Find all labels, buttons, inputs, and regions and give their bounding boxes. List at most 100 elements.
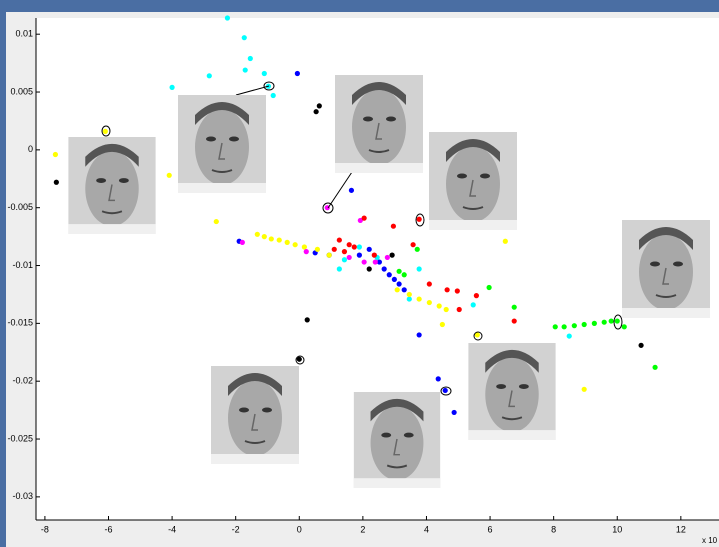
- x-tick-label: -4: [168, 524, 176, 534]
- data-point: [512, 318, 517, 323]
- data-point: [440, 322, 445, 327]
- figure-window: x 10 0.010.0050-0.005-0.01-0.015-0.02-0.…: [0, 0, 719, 547]
- data-point: [437, 303, 442, 308]
- x-tick-label: 8: [551, 524, 556, 534]
- x-tick-label: 2: [360, 524, 365, 534]
- data-point: [302, 244, 307, 249]
- data-point: [567, 333, 572, 338]
- data-point: [392, 277, 397, 282]
- data-point: [337, 237, 342, 242]
- data-point: [269, 236, 274, 241]
- data-point: [342, 257, 347, 262]
- data-point: [271, 93, 276, 98]
- data-point: [417, 217, 422, 222]
- data-point: [277, 237, 282, 242]
- x-tick-label: -6: [104, 524, 112, 534]
- data-point: [357, 244, 362, 249]
- data-point: [417, 296, 422, 301]
- data-point: [255, 232, 260, 237]
- data-point: [295, 71, 300, 76]
- data-point: [103, 129, 108, 134]
- window-frame-top: [0, 0, 719, 12]
- data-point: [474, 293, 479, 298]
- data-point: [444, 307, 449, 312]
- data-point: [415, 247, 420, 252]
- x-tick-label: 0: [297, 524, 302, 534]
- data-point: [207, 73, 212, 78]
- data-point: [572, 323, 577, 328]
- data-point: [225, 15, 230, 20]
- data-point: [342, 249, 347, 254]
- data-point: [262, 71, 267, 76]
- data-point: [407, 296, 412, 301]
- y-tick-label: -0.005: [7, 202, 33, 212]
- data-point: [390, 253, 395, 258]
- data-point: [609, 318, 614, 323]
- data-point: [385, 255, 390, 260]
- x-tick-label: 12: [676, 524, 686, 534]
- data-point: [582, 387, 587, 392]
- data-point: [314, 109, 319, 114]
- data-point: [387, 272, 392, 277]
- data-point: [452, 410, 457, 415]
- data-point: [512, 305, 517, 310]
- data-point: [248, 56, 253, 61]
- data-point: [293, 242, 298, 247]
- x-tick-label: 10: [612, 524, 622, 534]
- data-point: [471, 302, 476, 307]
- data-point: [407, 292, 412, 297]
- y-tick-label: 0.005: [10, 86, 33, 96]
- data-point: [243, 67, 248, 72]
- data-point: [169, 85, 174, 90]
- data-point: [347, 242, 352, 247]
- data-point: [332, 247, 337, 252]
- data-point: [443, 388, 448, 393]
- face-image: [68, 137, 155, 234]
- x-tick-label: 4: [424, 524, 429, 534]
- data-point: [397, 269, 402, 274]
- data-point: [367, 266, 372, 271]
- data-point: [622, 324, 627, 329]
- data-point: [411, 242, 416, 247]
- data-point: [436, 376, 441, 381]
- data-point: [242, 35, 247, 40]
- window-frame-left: [0, 0, 6, 547]
- data-point: [240, 240, 245, 245]
- data-point: [592, 321, 597, 326]
- data-point: [562, 324, 567, 329]
- face-image: [429, 132, 517, 230]
- data-point: [487, 285, 492, 290]
- data-point: [455, 288, 460, 293]
- data-point: [582, 322, 587, 327]
- data-point: [337, 266, 342, 271]
- y-tick-label: -0.025: [7, 433, 33, 443]
- data-point: [214, 219, 219, 224]
- data-point: [305, 317, 310, 322]
- exponent-label: x 10: [702, 536, 718, 545]
- data-point: [362, 259, 367, 264]
- face-image: [354, 392, 440, 488]
- data-point: [638, 343, 643, 348]
- data-point: [327, 253, 332, 258]
- data-point: [167, 173, 172, 178]
- face-image: [468, 343, 555, 440]
- face-image: [178, 95, 266, 193]
- data-point: [652, 365, 657, 370]
- data-point: [347, 255, 352, 260]
- data-point: [357, 253, 362, 258]
- data-point: [615, 318, 620, 323]
- data-point: [402, 287, 407, 292]
- data-point: [362, 216, 367, 221]
- face-image: [211, 366, 299, 464]
- data-point: [417, 332, 422, 337]
- data-point: [382, 266, 387, 271]
- data-point: [373, 259, 378, 264]
- y-tick-label: 0.01: [15, 29, 33, 39]
- data-point: [417, 266, 422, 271]
- data-point: [395, 287, 400, 292]
- data-point: [427, 300, 432, 305]
- data-point: [367, 247, 372, 252]
- data-point: [391, 224, 396, 229]
- data-point: [445, 287, 450, 292]
- x-tick-label: -2: [232, 524, 240, 534]
